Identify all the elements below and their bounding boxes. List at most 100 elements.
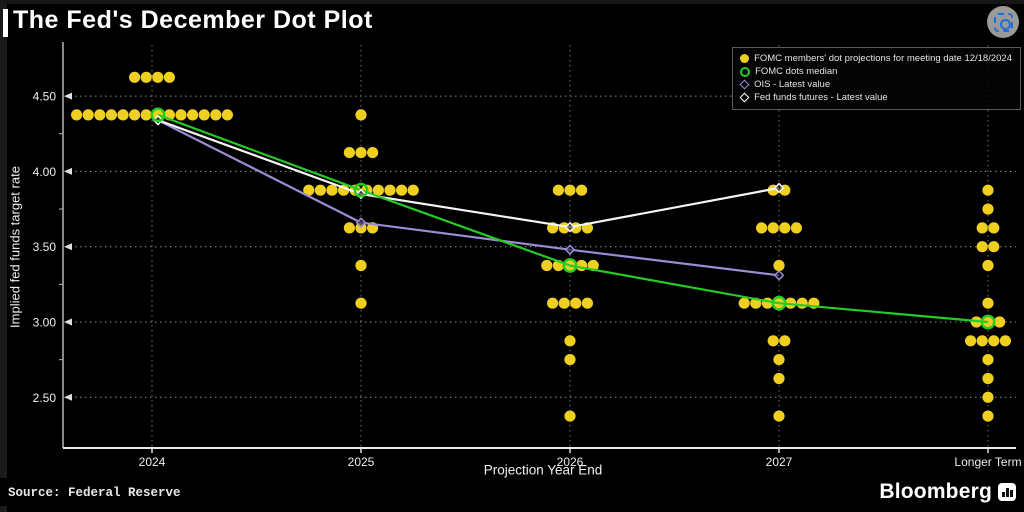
y-tick-label: 3.50	[33, 240, 57, 254]
fomc-dot	[982, 372, 994, 385]
fomc-dot	[779, 335, 791, 347]
bloomberg-logo: Bloomberg	[879, 480, 1016, 504]
x-tick-label: Longer Term	[954, 455, 1021, 469]
fomc-dot	[976, 335, 988, 347]
futures-marker	[773, 182, 785, 194]
title-accent-bar	[3, 9, 8, 37]
fomc-dot	[129, 109, 141, 121]
median-marker	[771, 295, 787, 311]
fomc-dot	[773, 372, 785, 385]
fomc-dot	[407, 184, 419, 196]
fomc-dot	[314, 184, 326, 196]
fomc-dot	[576, 259, 588, 272]
x-tick-label: 2024	[139, 455, 166, 469]
legend: FOMC members' dot projections for meetin…	[732, 47, 1021, 110]
median-marker	[562, 258, 578, 273]
fomc-dot	[988, 241, 1000, 253]
fomc-dot	[152, 71, 164, 83]
y-tick-label: 3.00	[33, 316, 57, 330]
fomc-dot	[982, 354, 994, 366]
series-line-futures	[157, 119, 780, 229]
fomc-dot	[773, 410, 785, 422]
fomc-dot	[999, 335, 1012, 347]
camera-icon	[993, 12, 1013, 32]
left-edge-strip	[0, 0, 7, 512]
fomc-dot	[198, 109, 210, 121]
x-tick-label: 2027	[766, 455, 793, 469]
fomc-dot	[326, 184, 338, 196]
y-tick-arrow	[64, 167, 72, 175]
ois-marker	[355, 217, 367, 228]
purple-diamond-icon	[739, 79, 750, 90]
fomc-dot	[773, 354, 785, 366]
legend-label: FOMC dots median	[755, 66, 838, 77]
fomc-dot	[117, 109, 129, 121]
series-line-median	[157, 113, 989, 324]
fomc-dot	[779, 222, 791, 234]
fomc-dot	[163, 71, 175, 83]
fomc-dot	[384, 184, 396, 196]
fomc-dot	[576, 184, 588, 196]
fomc-dot	[355, 259, 367, 272]
fomc-dot	[564, 410, 576, 422]
yellow-dot-icon	[740, 54, 750, 63]
fomc-dot	[738, 297, 750, 309]
ois-marker	[773, 269, 785, 281]
median-marker	[150, 107, 166, 123]
fomc-dot	[187, 109, 199, 121]
legend-label: Fed funds futures - Latest value	[754, 92, 888, 103]
fomc-dot	[767, 222, 779, 234]
bloomberg-wordmark: Bloomberg	[879, 480, 992, 503]
fomc-dot	[343, 147, 355, 159]
green-circle-icon	[740, 66, 751, 77]
white-diamond-icon	[739, 92, 750, 103]
fomc-dot	[570, 297, 582, 309]
fomc-dot	[175, 109, 187, 121]
x-tick-label: 2026	[557, 455, 584, 469]
fomc-dot	[355, 297, 367, 309]
fomc-dot	[773, 259, 785, 272]
fomc-dot	[767, 335, 779, 347]
legend-label: OIS - Latest value	[754, 79, 831, 90]
title-bar: The Fed's December Dot Plot	[0, 0, 1024, 44]
fomc-dot	[547, 297, 559, 309]
legend-item-median: FOMC dots median	[740, 66, 1012, 77]
fomc-dot	[988, 222, 1000, 234]
legend-item-fomc-dots: FOMC members' dot projections for meetin…	[740, 53, 1012, 64]
fomc-dot	[982, 410, 994, 422]
y-tick-label: 2.50	[33, 391, 57, 405]
fomc-dot	[129, 71, 141, 83]
x-tick-label: 2025	[348, 455, 375, 469]
fomc-dot	[541, 259, 553, 272]
futures-marker	[564, 221, 576, 233]
source-note: Source: Federal Reserve	[8, 486, 181, 500]
fomc-dot	[105, 109, 117, 121]
fomc-dot	[982, 297, 994, 309]
fomc-dot	[581, 297, 594, 309]
fomc-dot	[761, 297, 774, 309]
legend-item-futures: Fed funds futures - Latest value	[739, 92, 1012, 103]
y-tick-arrow	[64, 318, 72, 326]
fomc-dot	[988, 335, 1000, 347]
fomc-dot	[82, 109, 94, 121]
bloomberg-chart-icon	[998, 483, 1016, 501]
fomc-dot	[372, 184, 384, 196]
fomc-dot	[982, 203, 994, 215]
legend-item-ois: OIS - Latest value	[739, 79, 1012, 90]
y-tick-label: 4.00	[33, 165, 57, 179]
fomc-dot	[367, 147, 379, 159]
x-axis-label: Projection Year End	[483, 462, 603, 478]
fomc-dot	[564, 184, 576, 196]
fomc-dot	[140, 109, 152, 121]
top-edge-strip	[0, 0, 1024, 4]
fomc-dot	[976, 222, 988, 234]
series-line-ois	[157, 119, 780, 277]
fomc-dot	[558, 297, 570, 309]
median-marker	[980, 314, 996, 330]
y-tick-arrow	[64, 92, 72, 100]
fomc-dot	[303, 184, 315, 196]
chart-title: The Fed's December Dot Plot	[13, 6, 373, 34]
camera-button[interactable]	[987, 6, 1019, 38]
footer: Source: Federal Reserve Bloomberg	[0, 478, 1024, 506]
